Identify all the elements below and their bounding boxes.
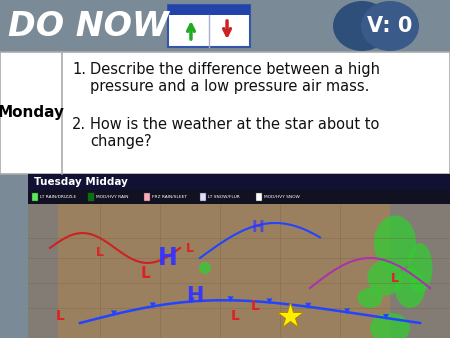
Ellipse shape: [370, 313, 410, 338]
FancyBboxPatch shape: [28, 204, 58, 338]
FancyBboxPatch shape: [168, 5, 250, 15]
Text: L: L: [140, 266, 150, 281]
Polygon shape: [383, 314, 389, 320]
Ellipse shape: [361, 1, 419, 51]
Text: H: H: [252, 220, 265, 236]
FancyBboxPatch shape: [88, 193, 94, 201]
Polygon shape: [228, 296, 234, 302]
Text: V: 0: V: 0: [367, 16, 413, 36]
FancyBboxPatch shape: [168, 5, 250, 47]
Text: L: L: [391, 271, 399, 285]
Text: Tuesday Midday: Tuesday Midday: [34, 177, 128, 187]
Text: L: L: [55, 309, 64, 323]
Text: How is the weather at the star about to
change?: How is the weather at the star about to …: [90, 117, 379, 149]
FancyBboxPatch shape: [200, 193, 206, 201]
Polygon shape: [111, 310, 117, 316]
Text: MOD/HVY SNOW: MOD/HVY SNOW: [264, 195, 300, 199]
Polygon shape: [266, 298, 272, 305]
Text: Monday: Monday: [0, 105, 64, 121]
FancyBboxPatch shape: [28, 190, 450, 204]
Text: H: H: [186, 286, 204, 306]
Polygon shape: [189, 297, 195, 304]
FancyBboxPatch shape: [0, 0, 450, 52]
FancyBboxPatch shape: [390, 204, 450, 338]
FancyBboxPatch shape: [28, 174, 450, 190]
Text: L: L: [230, 309, 239, 323]
Ellipse shape: [395, 268, 425, 308]
Polygon shape: [344, 308, 350, 314]
FancyBboxPatch shape: [32, 193, 38, 201]
Text: Describe the difference between a high
pressure and a low pressure air mass.: Describe the difference between a high p…: [90, 62, 380, 94]
FancyBboxPatch shape: [0, 52, 450, 174]
Ellipse shape: [357, 288, 382, 308]
FancyBboxPatch shape: [144, 193, 150, 201]
Text: DO NOW: DO NOW: [8, 9, 169, 43]
Text: MOD/HVY RAIN: MOD/HVY RAIN: [96, 195, 129, 199]
Text: 1.: 1.: [72, 62, 86, 77]
Text: L: L: [251, 299, 260, 313]
Text: 2.: 2.: [72, 117, 86, 132]
Ellipse shape: [333, 1, 391, 51]
FancyBboxPatch shape: [256, 193, 262, 201]
Text: L: L: [96, 246, 104, 260]
Text: L: L: [186, 241, 194, 255]
Ellipse shape: [408, 243, 432, 293]
Text: LT SNOW/FLUR: LT SNOW/FLUR: [208, 195, 240, 199]
Ellipse shape: [368, 261, 402, 295]
Polygon shape: [150, 303, 156, 308]
Text: FRZ RAIN/SLEET: FRZ RAIN/SLEET: [152, 195, 187, 199]
Text: H: H: [158, 246, 178, 270]
Text: LT RAIN/DRIZZLE: LT RAIN/DRIZZLE: [40, 195, 76, 199]
Ellipse shape: [199, 262, 211, 274]
Ellipse shape: [374, 216, 416, 270]
FancyBboxPatch shape: [28, 204, 450, 338]
Polygon shape: [305, 303, 311, 309]
